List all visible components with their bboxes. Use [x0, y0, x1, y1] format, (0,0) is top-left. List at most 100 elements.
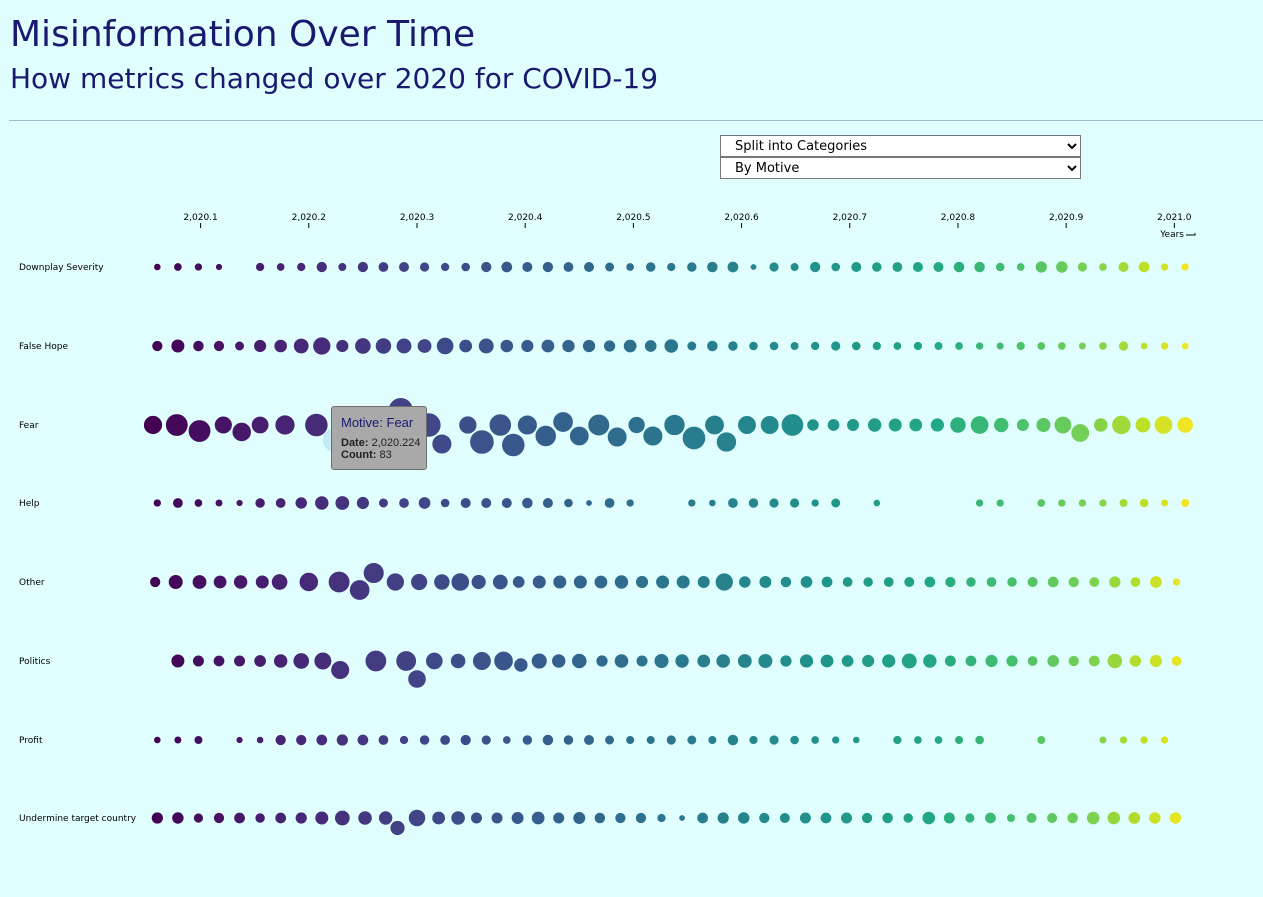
data-bubble — [850, 261, 863, 273]
data-bubble — [768, 734, 780, 746]
data-bubble — [933, 735, 944, 745]
data-bubble — [552, 574, 568, 590]
data-bubble — [614, 811, 627, 825]
data-bubble — [572, 811, 587, 825]
data-bubble — [541, 497, 554, 509]
data-bubble — [780, 413, 805, 437]
data-bubble — [1046, 575, 1060, 589]
data-bubble — [377, 261, 390, 273]
data-bubble — [830, 261, 842, 273]
data-bubble — [1077, 498, 1088, 508]
data-bubble — [593, 574, 609, 590]
data-bubble — [969, 415, 990, 435]
data-bubble — [1035, 417, 1052, 433]
data-bubble — [520, 338, 535, 354]
tooltip-count-value: 83 — [379, 449, 392, 461]
data-bubble — [193, 498, 204, 508]
data-bubble — [1036, 498, 1047, 508]
data-bubble — [561, 338, 576, 354]
data-bubble — [831, 735, 841, 745]
data-bubble — [1088, 576, 1101, 588]
data-bubble — [757, 653, 774, 669]
data-bubble — [418, 734, 431, 746]
data-bubble — [511, 575, 526, 589]
data-bubble — [1159, 341, 1170, 351]
data-bubble — [231, 421, 252, 443]
data-bubble — [275, 262, 286, 272]
x-axis: 2,020.1 2,020.2 2,020.3 2,020.4 2,020.5 2,020… — [183, 213, 1196, 240]
data-bubble — [255, 735, 265, 745]
data-bubble — [1015, 418, 1030, 432]
data-bubble — [704, 414, 725, 436]
row-label: Profit — [19, 736, 43, 746]
data-bubble — [1057, 341, 1067, 351]
data-bubble — [362, 561, 385, 585]
data-bubble — [645, 735, 656, 745]
data-bubble — [521, 734, 534, 746]
data-bubble — [355, 495, 370, 511]
data-bubble — [635, 654, 649, 668]
data-bubble — [356, 733, 370, 747]
data-bubble — [170, 653, 186, 669]
data-bubble — [212, 654, 226, 668]
group-by-select[interactable]: By Motive — [720, 157, 1081, 179]
data-bubble — [1108, 575, 1122, 589]
data-bubble — [272, 653, 289, 669]
data-bubble — [152, 498, 162, 508]
data-bubble — [274, 811, 288, 825]
data-bubble — [1148, 653, 1164, 669]
x-tick-label: 2,020.6 — [724, 213, 759, 223]
tooltip-count: Count: 83 — [341, 449, 418, 461]
data-bubble — [1159, 735, 1170, 745]
data-bubble — [903, 576, 916, 588]
data-bubble — [921, 810, 937, 826]
data-bubble — [270, 573, 289, 591]
data-bubble — [674, 653, 690, 669]
data-bubble — [439, 261, 451, 273]
tooltip-count-label: Count: — [341, 449, 377, 461]
data-bubble — [551, 653, 567, 669]
data-bubble — [540, 338, 556, 354]
data-bubble — [622, 338, 638, 354]
data-bubble — [585, 499, 593, 507]
data-bubble — [866, 417, 883, 433]
data-bubble — [459, 497, 472, 509]
data-bubble — [304, 412, 329, 438]
tooltip-date-label: Date: — [341, 437, 369, 449]
data-bubble — [330, 659, 351, 681]
data-bubble — [410, 572, 429, 592]
row-labels: Downplay Severity False Hope Fear Help Other… — [19, 263, 137, 824]
data-bubble — [625, 498, 635, 508]
data-bubble — [851, 735, 861, 745]
data-bubble — [374, 337, 393, 355]
data-bubble — [1170, 655, 1183, 667]
data-bubble — [663, 338, 680, 354]
data-bubble — [810, 498, 820, 508]
data-bubble — [1159, 262, 1170, 272]
data-bubble — [274, 497, 287, 509]
data-bubble — [471, 651, 492, 671]
data-bubble — [193, 262, 204, 272]
data-bubble — [892, 341, 903, 351]
row-label: Fear — [19, 421, 39, 431]
data-bubble — [274, 733, 287, 747]
data-bubble — [1117, 261, 1130, 273]
data-bubble — [726, 733, 740, 747]
data-bubble — [1180, 341, 1190, 351]
data-bubble — [354, 337, 372, 355]
data-bubble — [995, 498, 1005, 508]
data-bubble — [933, 341, 944, 351]
row-label: Undermine target country — [19, 814, 137, 824]
data-bubble — [1106, 810, 1122, 826]
data-bubble — [696, 653, 712, 669]
data-bubble — [214, 498, 224, 508]
data-bubble — [862, 576, 874, 588]
x-tick-label: 2,020.9 — [1049, 213, 1084, 223]
data-bubble — [424, 651, 444, 671]
x-tick-label: 2,021.0 — [1157, 213, 1192, 223]
data-bubble — [1153, 415, 1174, 435]
data-bubble — [480, 260, 493, 274]
data-bubble — [337, 262, 348, 272]
data-bubble — [191, 654, 205, 668]
split-mode-select[interactable]: Split into Categories — [720, 135, 1081, 157]
